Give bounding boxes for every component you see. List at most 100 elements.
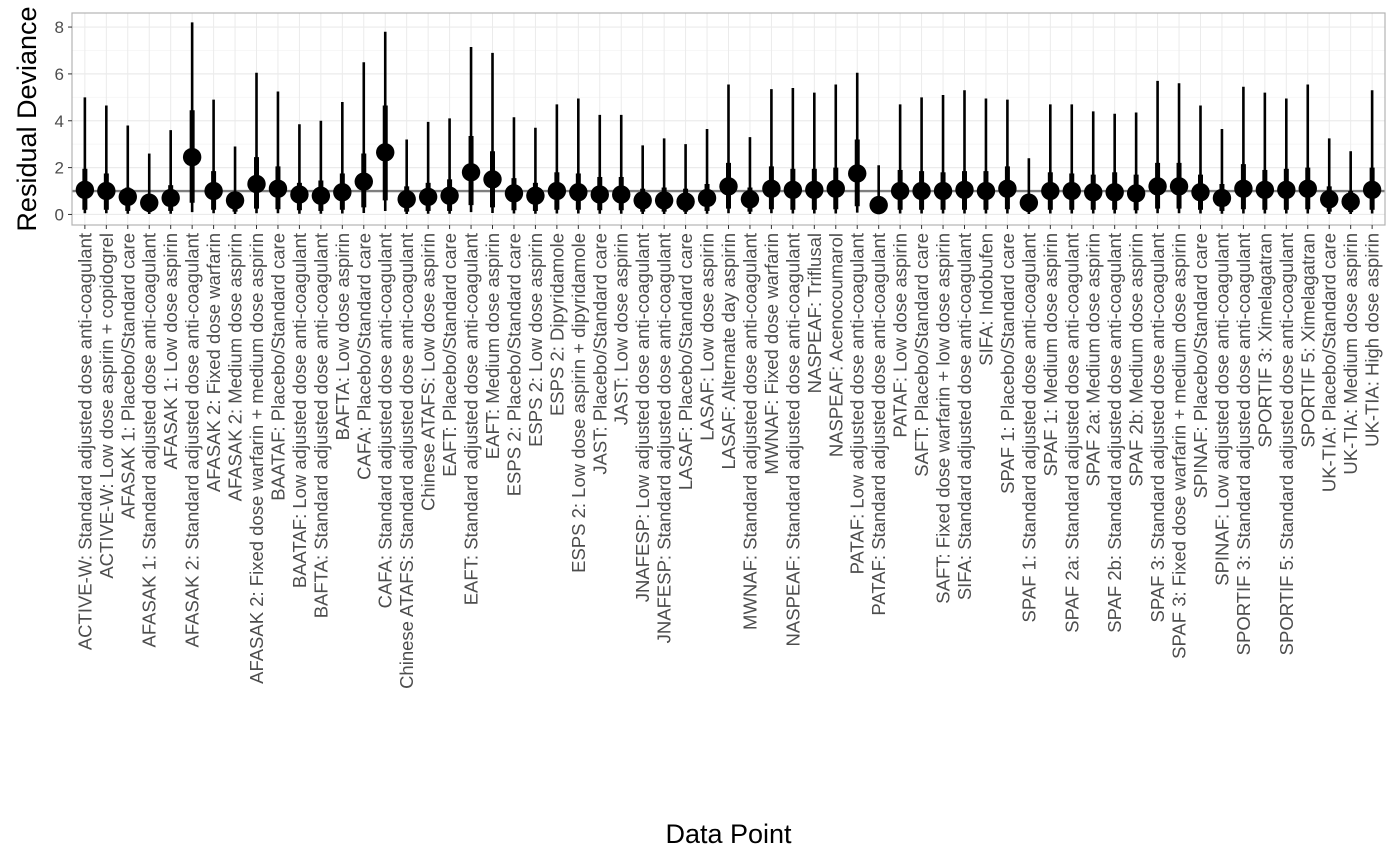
point-median [333, 183, 352, 202]
data-point [998, 99, 1017, 214]
data-point [676, 144, 695, 214]
data-point [1019, 158, 1039, 214]
data-point [1298, 84, 1317, 214]
x-tick-label: UK-TIA: Medium dose aspirin [1340, 233, 1361, 475]
point-median [225, 191, 245, 210]
x-tick-label: SPINAF: Low adjusted dose anti-coagulant [1211, 233, 1232, 586]
point-median [1341, 192, 1360, 211]
data-point [204, 99, 223, 214]
x-tick-label: AFASAK 2: Standard adjusted dose anti-co… [182, 233, 203, 647]
x-tick-label: NASPEAF: Triflusal [804, 233, 825, 393]
x-tick-label: SPAF 3: Fixed dose warfarin + medium dos… [1169, 233, 1190, 659]
data-point [1169, 83, 1189, 214]
point-median [1320, 190, 1339, 209]
x-tick-label: SPORTIF 3: Ximelagatran [1254, 233, 1275, 448]
point-median [1212, 188, 1232, 208]
data-point [933, 94, 953, 214]
data-point [1341, 151, 1360, 214]
data-point [140, 153, 159, 214]
data-point [740, 137, 760, 214]
data-point [526, 127, 545, 214]
point-median [590, 185, 609, 204]
data-point [1255, 92, 1275, 214]
point-median [912, 181, 931, 201]
x-tick-label: LASAF: Alternate day aspirin [718, 233, 739, 470]
data-point [268, 91, 288, 214]
point-median [719, 177, 738, 196]
x-tick-label: PATAF: Standard adjusted dose anti-coagu… [868, 233, 889, 616]
y-tick-label: 6 [55, 65, 64, 84]
data-point [182, 22, 202, 213]
x-tick-label: ESPS 2: Low dose aspirin [525, 233, 546, 447]
point-median [97, 181, 116, 201]
point-median [247, 174, 266, 194]
point-median [783, 180, 803, 200]
point-median [483, 170, 502, 189]
data-point [290, 124, 309, 214]
x-tick-label: ACTIVE-W: Low dose aspirin + copidogrel [96, 233, 117, 579]
x-tick-label: EAFT: Placebo/Standard care [439, 233, 460, 477]
point-median [676, 192, 695, 211]
x-tick-label: SPORTIF 3: Standard adjusted dose anti-c… [1233, 233, 1254, 655]
data-point [912, 97, 931, 214]
data-point [483, 52, 502, 214]
x-axis-ticks: ACTIVE-W: Standard adjusted dose anti-co… [74, 225, 1383, 689]
x-tick-label: AFASAK 1: Low dose aspirin [160, 233, 181, 470]
data-point [869, 165, 888, 215]
point-median [290, 185, 309, 204]
point-median [268, 179, 288, 198]
point-median [311, 186, 331, 205]
point-median [75, 180, 95, 200]
x-tick-label: SAFT: Fixed dose warfarin + low dose asp… [933, 233, 954, 604]
data-point [418, 121, 438, 214]
data-point [397, 139, 416, 214]
data-point [1105, 113, 1124, 214]
x-tick-label: NASPEAF: Acenocoumarol [825, 233, 846, 457]
y-axis-title: Residual Deviance [12, 6, 42, 231]
point-median [762, 179, 781, 198]
x-tick-label: AFASAK 1: Standard adjusted dose anti-co… [139, 233, 160, 647]
point-median [1234, 179, 1253, 198]
y-tick-label: 2 [55, 159, 64, 178]
x-tick-label: SPAF 2a: Medium dose aspirin [1083, 233, 1104, 487]
data-point [633, 145, 652, 214]
x-tick-label: PATAF: Low dose aspirin [890, 233, 911, 438]
point-median [633, 191, 652, 210]
x-tick-label: NASPEAF: Standard adjusted dose anti-coa… [782, 233, 803, 646]
point-median [1105, 183, 1124, 202]
x-tick-label: AFASAK 2: Fixed dose warfarin + medium d… [246, 233, 267, 684]
data-point [1362, 90, 1382, 214]
point-median [1062, 181, 1081, 201]
point-median [1041, 181, 1060, 201]
x-tick-label: SIFA: Indobufen [975, 233, 996, 366]
x-tick-label: SIFA: Standard adjusted dose anti-coagul… [954, 233, 975, 600]
data-point [1234, 86, 1253, 214]
x-tick-label: JAST: Placebo/Standard care [589, 233, 610, 475]
y-axis-ticks: 0 2 4 6 8 [55, 18, 72, 224]
x-tick-label: SPINAF: Placebo/Standard care [1190, 233, 1211, 498]
data-point [1062, 104, 1081, 214]
data-point [1191, 105, 1210, 214]
data-point [1041, 104, 1060, 214]
point-median [612, 185, 631, 204]
data-point [1277, 98, 1296, 214]
point-ranges [75, 22, 1382, 215]
point-median [461, 163, 481, 182]
data-point [805, 92, 824, 214]
x-tick-label: LASAF: Placebo/Standard care [675, 233, 696, 490]
y-tick-label: 4 [55, 112, 64, 131]
x-tick-label: ACTIVE-W: Standard adjusted dose anti-co… [74, 233, 95, 650]
data-point [376, 31, 395, 211]
x-tick-label: AFASAK 1: Placebo/Standard care [117, 233, 138, 519]
x-tick-label: ESPS 2: Placebo/Standard care [503, 233, 524, 496]
x-tick-label: UK-TIA: Placebo/Standard care [1319, 233, 1340, 492]
point-median [440, 186, 459, 205]
point-median [933, 181, 953, 201]
x-tick-label: BAFTA: Standard adjusted dose anti-coagu… [310, 233, 331, 618]
data-point [247, 72, 266, 214]
point-median [118, 187, 137, 207]
data-point [118, 125, 137, 214]
data-point [354, 62, 373, 214]
data-point [697, 128, 717, 214]
point-median [1191, 183, 1210, 202]
